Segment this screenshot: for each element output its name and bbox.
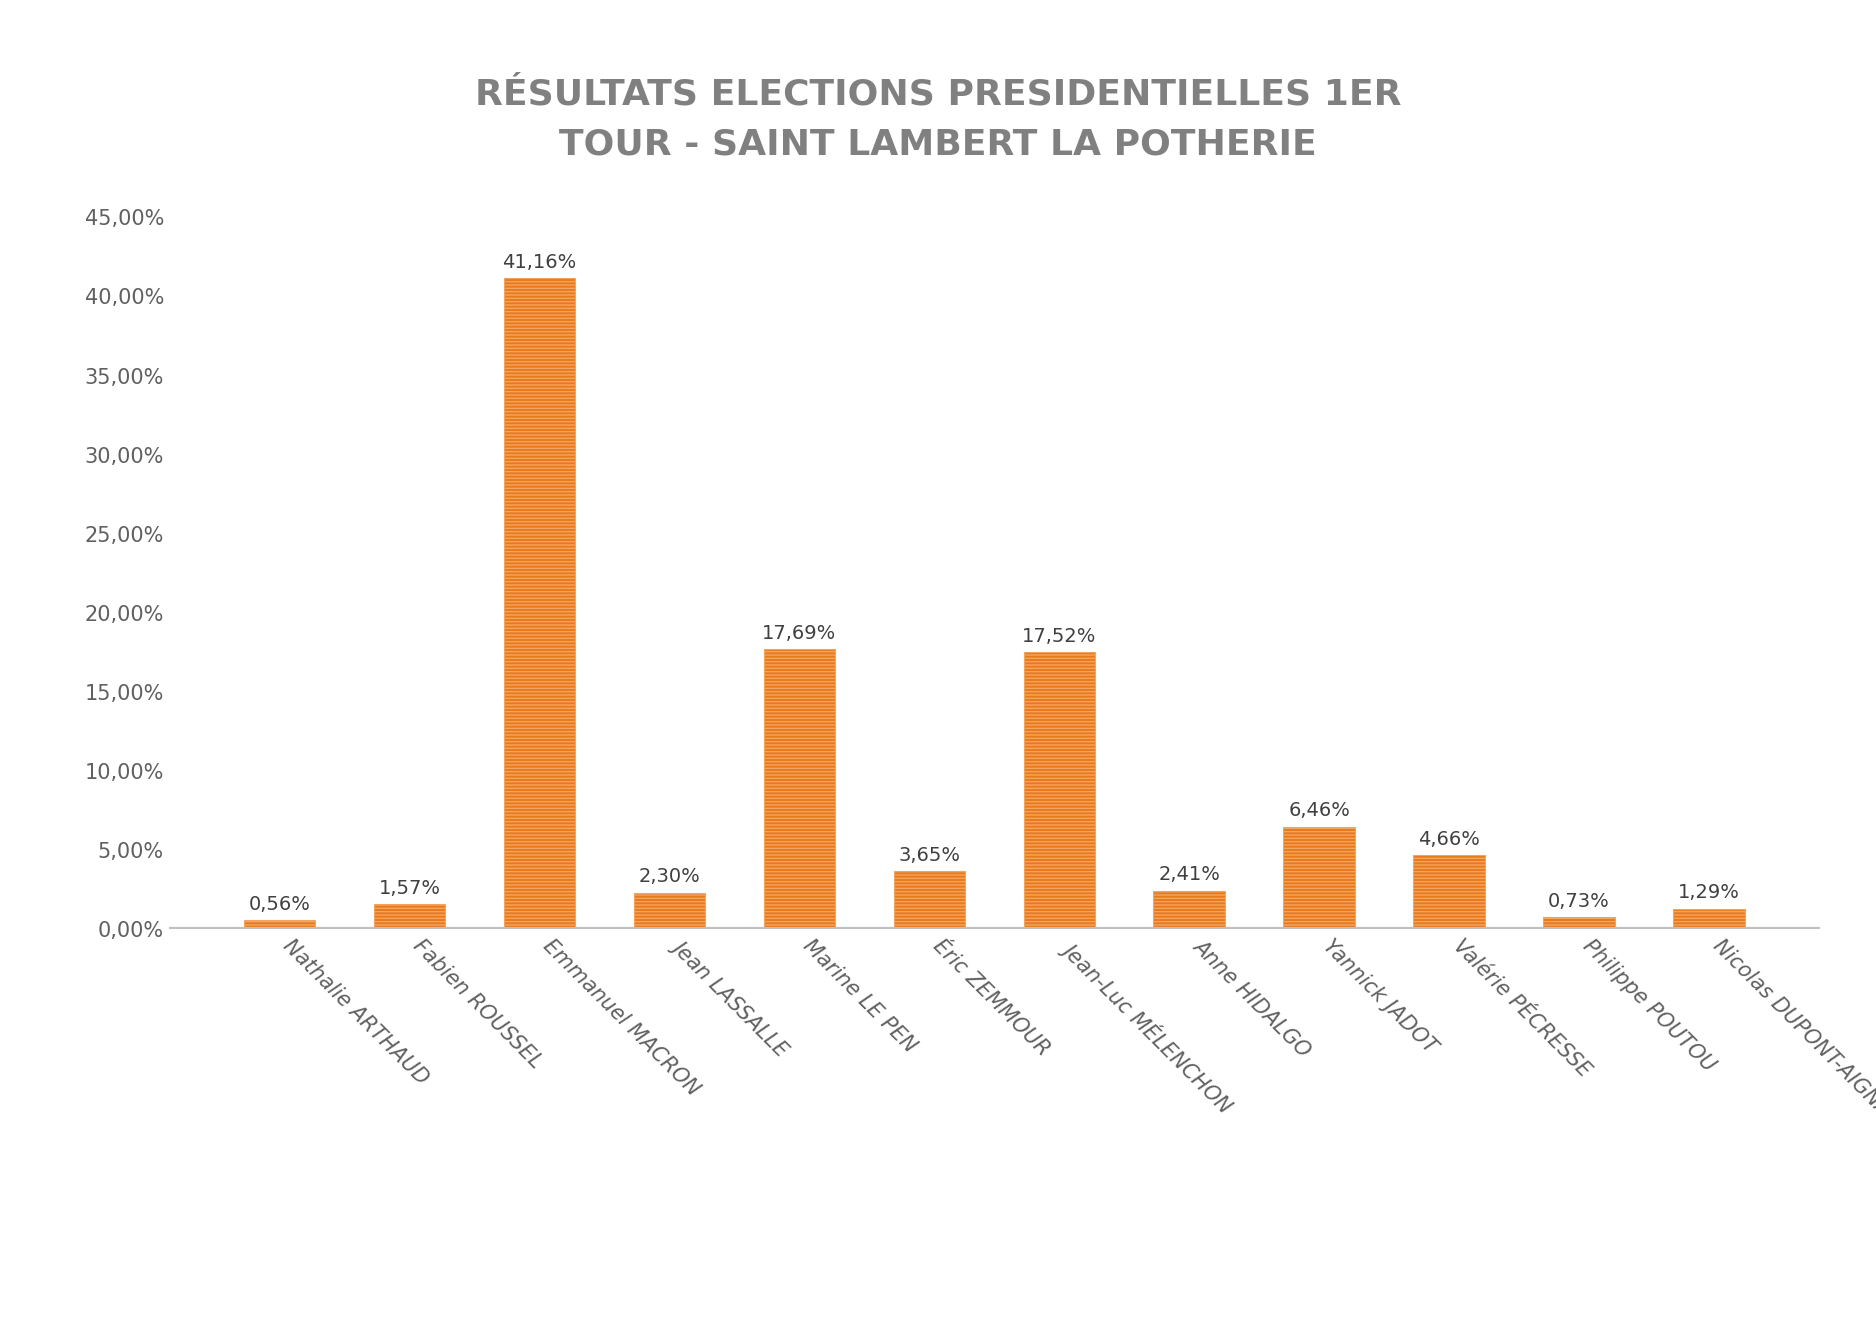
Text: RÉSULTATS ELECTIONS PRESIDENTIELLES 1ER
TOUR - SAINT LAMBERT LA POTHERIE: RÉSULTATS ELECTIONS PRESIDENTIELLES 1ER … <box>475 77 1401 162</box>
Text: 2,41%: 2,41% <box>1157 865 1219 885</box>
Bar <box>764 649 835 929</box>
Text: 0,73%: 0,73% <box>1548 892 1610 912</box>
Bar <box>244 920 315 929</box>
Bar <box>1283 827 1354 929</box>
Bar <box>1413 855 1484 929</box>
Text: 1,57%: 1,57% <box>379 878 441 898</box>
Text: 17,52%: 17,52% <box>1022 626 1096 645</box>
Bar <box>373 904 445 929</box>
Text: 2,30%: 2,30% <box>638 868 700 886</box>
Bar <box>1024 652 1096 929</box>
Text: 17,69%: 17,69% <box>762 624 837 642</box>
Text: 41,16%: 41,16% <box>503 252 576 272</box>
Bar <box>1154 890 1225 929</box>
Bar <box>1673 909 1745 929</box>
Text: 1,29%: 1,29% <box>1677 884 1739 902</box>
Text: 4,66%: 4,66% <box>1418 829 1480 849</box>
Text: 6,46%: 6,46% <box>1289 802 1351 820</box>
Text: 3,65%: 3,65% <box>899 845 961 865</box>
Bar <box>893 872 964 929</box>
Bar <box>505 279 576 929</box>
Bar <box>1544 917 1615 929</box>
Bar <box>634 893 705 929</box>
Text: 0,56%: 0,56% <box>250 894 311 914</box>
